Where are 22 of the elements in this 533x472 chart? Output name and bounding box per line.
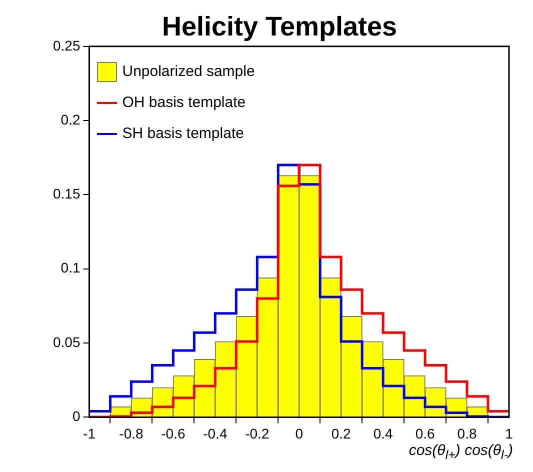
x-tick-label: 0.6 — [415, 425, 435, 442]
x-tick-label: 1 — [505, 425, 514, 442]
y-tick-label: 0.1 — [60, 260, 80, 276]
legend-label: Unpolarized sample — [122, 63, 255, 80]
y-tick-label: 0.05 — [53, 334, 80, 350]
y-tick-label: 0.2 — [60, 111, 80, 128]
y-tick-label: 0.15 — [53, 186, 80, 202]
x-tick-label: -0.6 — [161, 425, 186, 442]
y-tick-label: 0.25 — [53, 37, 80, 54]
y-tick-label: 0 — [72, 408, 80, 424]
x-tick-label: 0 — [295, 425, 304, 442]
x-tick-label: -0.8 — [119, 425, 144, 442]
x-tick-label: -0.2 — [245, 425, 270, 442]
legend-label: SH basis template — [122, 125, 244, 142]
chart-title: Helicity Templates — [162, 12, 398, 42]
x-axis-title: cos(θ$_{l+}$) cos(θ$_{l-}$) — [408, 442, 513, 462]
x-tick-label: 0.2 — [331, 425, 352, 442]
x-tick-label: -0.4 — [203, 425, 228, 442]
x-tick-label: 0.8 — [457, 425, 477, 442]
legend-label: OH basis template — [122, 94, 246, 112]
x-tick-label: 0.4 — [373, 425, 394, 442]
x-tick-label: -1 — [83, 425, 96, 442]
